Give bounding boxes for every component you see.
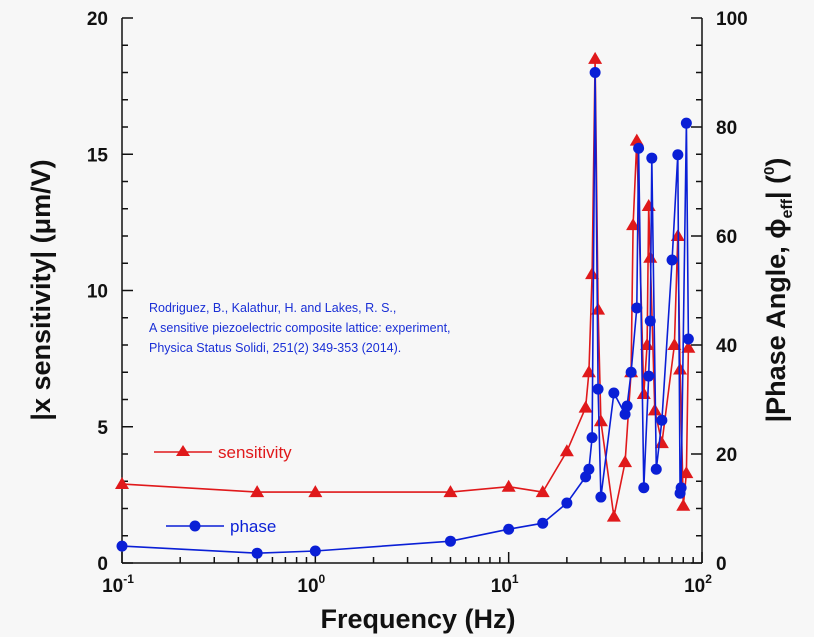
phase-point [680,117,692,129]
sensitivity-point [588,51,603,64]
y-tick-label-right: 20 [716,445,737,466]
x-tick-label: 100 [297,572,325,597]
phase-point [116,540,128,552]
legend-phase-label: phase [230,517,276,536]
y-tick-label-left: 0 [97,554,108,575]
phase-point [625,366,637,378]
sensitivity-line [121,58,690,517]
phase-point [633,142,645,154]
phase-point [309,545,321,557]
y-tick-label-right: 60 [716,227,737,248]
y-tick-label-left: 20 [87,9,108,30]
sensitivity-point [654,436,669,449]
y-tick-label-left: 10 [87,282,108,303]
y-tick-label-right: 0 [716,554,727,575]
legend-sensitivity-marker-icon [176,445,190,456]
phase-point [672,149,684,161]
sensitivity-point [535,485,550,498]
sensitivity-point [559,444,574,457]
legend-sensitivity-label: sensitivity [218,443,292,462]
x-tick-base: 10 [297,576,318,597]
sensitivity-point [581,365,596,378]
phase-point [638,482,650,494]
y-tick-label-left: 5 [97,418,108,439]
y-tick-label-right: 40 [716,336,737,357]
phase-point [682,333,694,345]
y-axis-title-right-end: ) [761,158,791,167]
sensitivity-point [681,340,696,353]
phase-point [608,387,620,399]
x-tick-exponent: 0 [319,572,326,586]
y-tick-label-right: 100 [716,9,748,30]
sensitivity-point [606,509,621,522]
phase-point [503,523,515,535]
phase-point [589,67,601,78]
sensitivity-point [250,485,265,498]
sensitivity-point [308,485,323,498]
y-tick-label-left: 15 [87,145,109,166]
x-tick-label: 101 [491,572,519,597]
phase-point [656,414,668,426]
phase-point [643,370,655,382]
annotation-line-1: Rodriguez, B., Kalathur, H. and Lakes, R… [149,301,396,315]
phase-point [592,383,604,395]
sensitivity-point [667,338,682,350]
y-tick-label-right: 80 [716,118,737,139]
sensitivity-point [443,485,458,498]
annotation-line-2: A sensitive piezoelectric composite latt… [149,321,451,335]
annotation-line-3: Physica Status Solidi, 251(2) 349-353 (2… [149,341,401,355]
phase-point [666,254,678,266]
phase-point [444,535,456,547]
y-axis-title-right: |Phase Angle, ϕeff| (0) [761,158,796,423]
sensitivity-point [585,267,600,280]
x-tick-base: 10 [684,576,705,597]
sensitivity-point [115,476,129,489]
x-tick-label: 10-1 [102,572,134,597]
phase-point [646,152,658,164]
annotation: Rodriguez, B., Kalathur, H. and Lakes, R… [149,301,451,355]
sensitivity-point [629,133,644,146]
legend-phase-marker-icon [189,520,201,532]
sensitivity-point [578,400,593,413]
phase-point [537,517,549,529]
y-axis-title-left: |x sensitivity| (μm/V) [26,159,56,420]
sensitivity-point [679,466,694,479]
y-axis-title-right-tail: | ( [761,175,791,199]
phase-point [675,482,687,494]
x-tick-label: 102 [684,572,712,597]
phase-point [583,463,595,475]
sensitivity-point [626,218,641,231]
y-axis-title-right-sup: 0 [761,167,778,175]
sensitivity-point [676,498,691,511]
x-tick-exponent: 1 [512,572,519,586]
sensitivity-point [618,455,633,468]
y-axis-title-right-sub: eff [779,198,796,218]
phase-point [561,497,573,509]
x-tick-exponent: -1 [123,572,134,586]
sensitivity-point [641,199,656,212]
series-layer [115,51,696,559]
phase-point [631,302,643,314]
phase-point [595,491,607,503]
phase-point [251,547,263,559]
x-tick-base: 10 [491,576,512,597]
x-tick-base: 10 [102,576,123,597]
sensitivity-point [640,338,655,350]
x-axis-title: Frequency (Hz) [320,604,515,634]
phase-point [650,463,662,475]
sensitivity-point [593,414,608,427]
y-axis-title-right-main: |Phase Angle, ϕ [761,219,791,423]
phase-point [621,400,633,412]
phase-point [644,315,656,327]
sensitivity-point [501,479,516,492]
phase-point [586,432,598,444]
legend: sensitivity phase [154,443,292,536]
x-tick-exponent: 2 [705,572,712,586]
